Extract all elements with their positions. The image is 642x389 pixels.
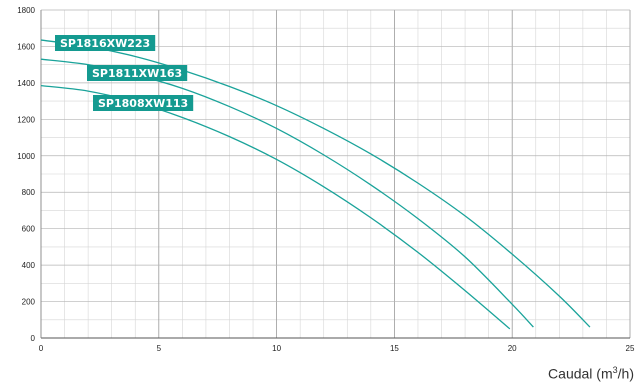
y-tick-label: 400 (22, 261, 36, 270)
y-axis-ticks: 0 200 400 600 800 1000 1200 1400 1600 1800 (17, 6, 35, 343)
x-tick-label: 20 (508, 344, 517, 353)
x-axis-ticks: 0 5 10 15 20 25 (39, 344, 635, 353)
series-label-sp1808xw113: SP1808XW113 (93, 95, 194, 111)
x-axis-label-prefix: Caudal (m (548, 365, 613, 382)
y-tick-label: 1000 (17, 152, 35, 161)
y-tick-label: 200 (22, 298, 36, 307)
grid-minor (41, 10, 630, 338)
series-line-sp1808xw113 (40, 84, 511, 330)
y-tick-label: 600 (22, 225, 36, 234)
series-label-text: SP1816XW223 (60, 37, 150, 50)
series-label-bg (87, 65, 188, 81)
series-label-sp1816xw223: SP1816XW223 (55, 35, 156, 51)
y-tick-label: 1200 (17, 115, 35, 124)
x-tick-label: 0 (39, 344, 44, 353)
series-label-sp1811xw163: SP1811XW163 (87, 65, 188, 81)
series-curves (40, 39, 591, 330)
x-tick-label: 5 (157, 344, 162, 353)
series-label-text: SP1808XW113 (98, 97, 188, 110)
series-label-bg (55, 35, 156, 51)
grid-major (40, 9, 631, 339)
x-axis-label-suffix: /h) (617, 365, 634, 382)
y-tick-label: 1400 (17, 79, 35, 88)
x-axis-label-exponent: 3 (612, 365, 618, 375)
series-line-sp1816xw223 (40, 39, 591, 328)
x-tick-label: 25 (626, 344, 635, 353)
y-tick-label: 1600 (17, 42, 35, 51)
x-tick-label: 10 (272, 344, 281, 353)
y-tick-label: 800 (22, 188, 36, 197)
y-tick-label: 0 (31, 334, 36, 343)
series-label-text: SP1811XW163 (92, 67, 182, 80)
series-labels: SP1816XW223 SP1811XW163 SP1808XW113 (55, 35, 194, 111)
x-axis-label: Caudal (m3/h) (548, 365, 634, 382)
x-tick-label: 15 (390, 344, 399, 353)
series-label-bg (93, 95, 194, 111)
y-tick-label: 1800 (17, 6, 35, 15)
